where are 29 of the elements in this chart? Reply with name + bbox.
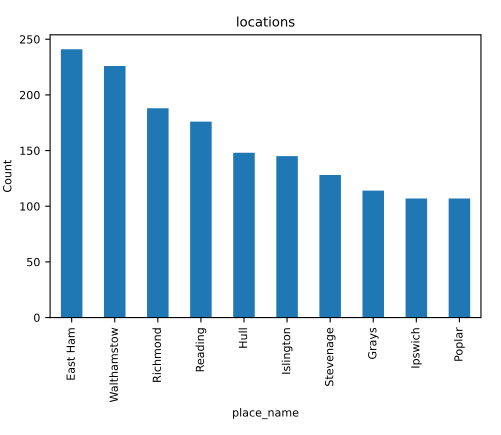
x-tick-label: Grays: [368, 328, 379, 359]
y-tick-label: 50: [27, 258, 40, 266]
bar: [362, 190, 384, 318]
x-axis-title: place_name: [233, 408, 298, 420]
x-tick-label: Islington: [282, 328, 292, 374]
y-tick-label: 250: [20, 35, 40, 44]
chart-title: locations: [237, 16, 294, 27]
bar: [60, 49, 82, 318]
bar: [319, 175, 341, 318]
bar: [147, 108, 169, 318]
bar: [104, 66, 126, 318]
y-tick-label: 0: [34, 314, 40, 322]
x-tick-label: East Ham: [66, 328, 75, 380]
y-axis-title: Count: [3, 160, 12, 192]
x-tick-label: Stevenage: [324, 328, 336, 386]
bar: [276, 156, 298, 318]
x-tick-label: Walthamstow: [109, 328, 118, 402]
bar: [190, 122, 212, 318]
bar: [448, 198, 470, 318]
x-tick-label: Reading: [196, 328, 206, 372]
y-tick-label: 100: [20, 202, 40, 211]
y-tick-label: 150: [20, 146, 40, 155]
x-tick-label: Ipswich: [410, 328, 422, 368]
x-tick-label: Hull: [238, 328, 248, 348]
bar: [233, 152, 255, 318]
y-tick-label: 200: [20, 90, 40, 100]
x-tick-label: Richmond: [152, 328, 162, 382]
bar: [406, 198, 428, 318]
x-tick-label: Poplar: [454, 327, 465, 361]
